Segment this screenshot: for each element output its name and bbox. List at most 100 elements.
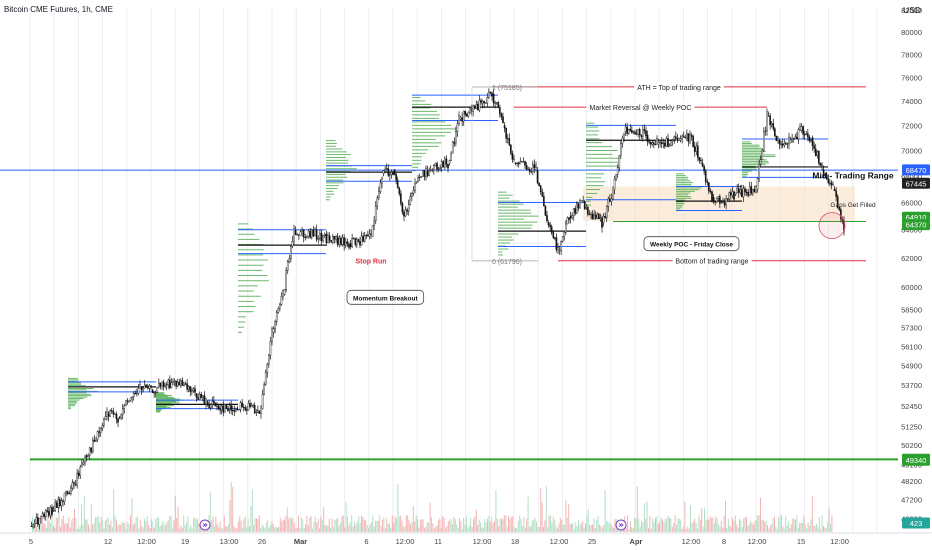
price-axis[interactable]: 82000 80000 78000 76000 74000 72000 70000 68000… bbox=[898, 0, 932, 550]
candle-body bbox=[417, 177, 419, 182]
volume-bar bbox=[750, 520, 752, 532]
y-tick-label: 50200 bbox=[901, 441, 922, 450]
price-tag[interactable]: 68470 bbox=[902, 164, 930, 176]
price-tag[interactable]: 423 bbox=[902, 517, 930, 529]
candle-body bbox=[271, 328, 273, 342]
volume-bar bbox=[345, 501, 347, 532]
candle-body bbox=[211, 400, 214, 405]
candle-body bbox=[756, 178, 759, 190]
candle-body bbox=[346, 241, 349, 245]
volume-bar bbox=[344, 527, 346, 532]
candle-body bbox=[495, 102, 498, 104]
candle-body bbox=[620, 143, 622, 156]
candle-body bbox=[530, 171, 533, 173]
candle-body bbox=[224, 403, 226, 413]
candle-body bbox=[299, 231, 302, 236]
volume-bar bbox=[118, 524, 120, 532]
candle-body bbox=[349, 243, 352, 247]
candle-body bbox=[819, 162, 822, 166]
candle-body bbox=[148, 385, 151, 389]
candle-body bbox=[624, 126, 627, 132]
volume-bar bbox=[225, 526, 227, 532]
volume-bar bbox=[781, 515, 782, 532]
candle-body bbox=[488, 91, 490, 98]
candle-body bbox=[54, 502, 56, 511]
candle-body bbox=[306, 236, 308, 238]
volume-bar bbox=[366, 524, 368, 532]
volume-bar bbox=[50, 523, 52, 532]
candle-body bbox=[236, 408, 239, 411]
candle-body bbox=[71, 482, 74, 489]
volume-bar bbox=[337, 518, 339, 532]
volume-bar bbox=[212, 516, 214, 532]
candle-body bbox=[466, 114, 468, 117]
volume-bar bbox=[433, 528, 435, 532]
volume-bar bbox=[810, 519, 812, 532]
volume-bar bbox=[585, 523, 586, 532]
volume-bar bbox=[769, 525, 771, 532]
candle-body bbox=[598, 213, 600, 219]
volume-bar bbox=[223, 515, 225, 532]
candle-body bbox=[477, 104, 479, 111]
candle-body bbox=[323, 233, 326, 236]
candle-body bbox=[533, 164, 536, 169]
candle-body bbox=[670, 140, 672, 146]
volume-bar bbox=[663, 522, 665, 532]
price-tag-text: 64370 bbox=[906, 221, 927, 230]
candle-body bbox=[293, 228, 295, 242]
candle-body bbox=[777, 138, 779, 142]
candle-body bbox=[753, 189, 756, 193]
candle-body bbox=[55, 502, 58, 508]
candle-body bbox=[49, 507, 52, 516]
volume-bar bbox=[506, 526, 508, 532]
volume-bar bbox=[96, 517, 98, 532]
candle-body bbox=[566, 217, 569, 225]
candle-body bbox=[336, 236, 339, 245]
candle-body bbox=[748, 186, 751, 196]
price-tag[interactable]: 49340 bbox=[902, 454, 930, 466]
candle-body bbox=[246, 409, 248, 411]
volume-bar bbox=[211, 519, 213, 532]
time-axis[interactable]: 5 12 12:00 19 13:00 26 Mar 6 12:00 11 12:00 18 12:00… bbox=[0, 532, 932, 546]
candle-body bbox=[290, 246, 292, 260]
volume-bar bbox=[754, 521, 756, 532]
volume-bar bbox=[785, 516, 787, 532]
volume-bar bbox=[599, 524, 600, 532]
candle-body bbox=[467, 112, 470, 117]
volume-bar bbox=[169, 515, 171, 532]
currency-label[interactable]: USD bbox=[903, 5, 921, 15]
candle-body bbox=[304, 236, 307, 238]
candle-body bbox=[176, 381, 179, 387]
volume-bar bbox=[670, 518, 672, 532]
price-tag[interactable]: 67445 bbox=[902, 177, 930, 189]
candle-body bbox=[723, 202, 726, 206]
volume-bar bbox=[510, 516, 512, 532]
volume-bar bbox=[408, 520, 410, 532]
volume-bar bbox=[440, 528, 442, 532]
candle-body bbox=[582, 200, 584, 202]
volume-bar bbox=[792, 518, 794, 532]
volume-bar bbox=[293, 523, 295, 532]
candle-body bbox=[678, 138, 680, 141]
candle-body bbox=[621, 137, 624, 144]
x-tick-label: 12:00 bbox=[137, 537, 156, 546]
candle-body bbox=[63, 492, 66, 502]
volume-bar bbox=[414, 521, 416, 532]
volume-bar bbox=[362, 516, 364, 532]
volume-bar bbox=[44, 524, 46, 532]
volume-bar bbox=[81, 504, 82, 532]
candle-body bbox=[576, 203, 578, 214]
candle-body bbox=[206, 401, 209, 405]
candle-body bbox=[368, 233, 371, 237]
volume-bar bbox=[705, 520, 707, 532]
level-label: ATH = Top of trading range bbox=[637, 85, 721, 92]
candle-body bbox=[546, 215, 548, 222]
volume-bar bbox=[83, 495, 85, 532]
candle-body bbox=[106, 411, 108, 417]
candle-body bbox=[623, 134, 625, 139]
volume-bar bbox=[760, 497, 761, 532]
candle-body bbox=[472, 105, 474, 112]
price-tag[interactable]: 64370 bbox=[902, 219, 930, 231]
volume-bar bbox=[435, 526, 437, 532]
